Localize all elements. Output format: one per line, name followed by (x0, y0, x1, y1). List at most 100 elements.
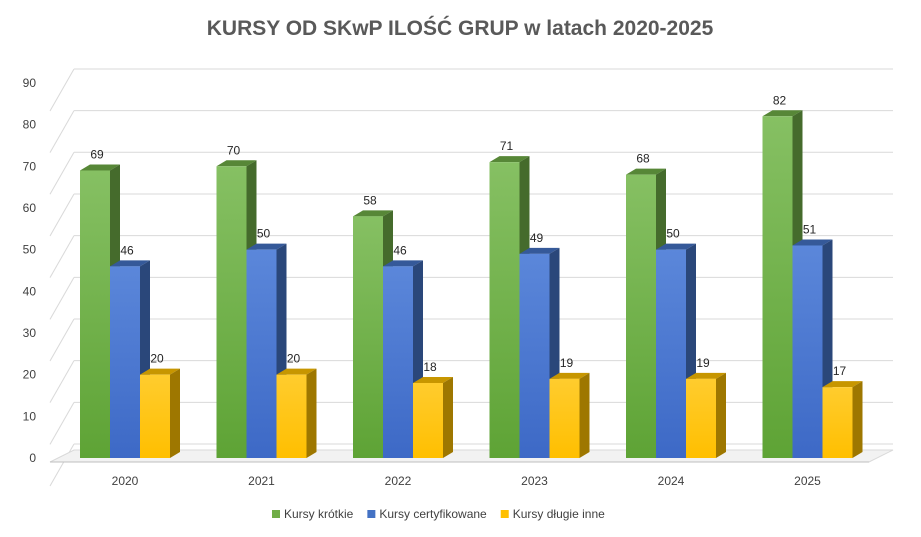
data-label: 69 (90, 147, 104, 161)
y-tick-label: 30 (23, 326, 37, 340)
y-tick-label: 0 (29, 451, 36, 465)
legend: Kursy krótkie Kursy certyfikowane Kursy dł… (272, 507, 605, 521)
legend-swatch (500, 510, 509, 518)
gridlines (49, 68, 893, 487)
legend-label: Kursy długie inne (513, 507, 605, 521)
bar-top (110, 260, 150, 267)
data-label: 71 (500, 139, 514, 153)
data-label: 19 (696, 356, 710, 370)
bar (549, 378, 580, 458)
bar-top (80, 164, 120, 171)
bar-top (686, 372, 726, 379)
bar (656, 249, 686, 458)
gridline-diagonal (49, 152, 75, 195)
bar (140, 374, 170, 458)
bar (353, 216, 383, 458)
data-label: 49 (530, 231, 544, 245)
bar-side (170, 368, 180, 458)
gridline-diagonal (49, 443, 75, 487)
bar (519, 253, 550, 458)
legend-label: Kursy krótkie (284, 507, 354, 521)
bar (792, 245, 823, 458)
y-tick-label: 40 (23, 284, 37, 298)
y-tick-label: 70 (23, 159, 37, 173)
bar-top (822, 381, 863, 388)
gridline-diagonal (49, 360, 75, 403)
bar-top (383, 260, 423, 267)
data-label: 50 (257, 227, 271, 241)
bar (489, 162, 520, 458)
data-label: 20 (150, 352, 164, 366)
x-tick-label: 2020 (112, 474, 139, 488)
bar (246, 249, 277, 458)
bar-top (519, 247, 560, 254)
bars (80, 110, 863, 459)
data-label: 68 (636, 152, 650, 166)
data-labels: 69 46 20 70 50 20 58 46 18 71 49 19 68 50 19 82 51 17 (90, 93, 846, 378)
bar (626, 174, 656, 459)
bar (216, 166, 247, 458)
y-axis-labels: 0 10 20 30 40 50 60 70 80 90 (23, 76, 37, 465)
bar-top (413, 376, 453, 383)
gridline-diagonal (49, 277, 75, 320)
bar-side (306, 368, 317, 458)
x-tick-label: 2022 (385, 474, 412, 488)
y-tick-label: 80 (23, 118, 37, 132)
data-label: 46 (393, 243, 407, 257)
data-label: 17 (833, 364, 847, 378)
legend-label: Kursy certyfikowane (379, 507, 487, 521)
gridline-diagonal (49, 235, 75, 278)
data-label: 70 (227, 143, 241, 157)
bar (762, 116, 793, 458)
x-tick-label: 2021 (248, 474, 275, 488)
data-label: 82 (773, 93, 787, 107)
bar (383, 266, 413, 458)
gridline-diagonal (49, 193, 75, 237)
gridline-diagonal (49, 402, 75, 445)
bar-side (716, 372, 726, 458)
bar-top (656, 243, 696, 250)
x-tick-label: 2024 (658, 474, 685, 488)
bar-side (852, 381, 863, 458)
bar (686, 378, 716, 458)
y-tick-label: 50 (23, 243, 37, 257)
data-label: 50 (666, 227, 680, 241)
y-tick-label: 20 (23, 368, 37, 382)
bar-top (762, 110, 803, 117)
x-tick-label: 2023 (521, 474, 548, 488)
bar-top (246, 243, 287, 250)
bar-top (276, 368, 317, 375)
data-label: 51 (803, 222, 817, 236)
bar-top (626, 168, 666, 175)
y-tick-label: 90 (23, 76, 37, 90)
x-tick-label: 2025 (794, 474, 821, 488)
data-label: 19 (560, 356, 574, 370)
bar-top (549, 372, 590, 379)
y-tick-label: 10 (23, 409, 37, 423)
bar (110, 266, 140, 458)
bar (276, 374, 307, 458)
bar-side (579, 372, 590, 458)
bar-top (489, 156, 530, 163)
bar-top (353, 210, 393, 217)
legend-swatch (367, 510, 376, 518)
gridline-diagonal (49, 318, 75, 362)
bar-top (216, 160, 257, 167)
bar (822, 387, 853, 458)
x-axis-labels: 2020 2021 2022 2023 2024 2025 (112, 474, 822, 488)
y-tick-label: 60 (23, 201, 37, 215)
chart-title: KURSY OD SKwP ILOŚĆ GRUP w latach 2020-2… (207, 16, 714, 40)
data-label: 20 (287, 352, 301, 366)
data-label: 58 (363, 193, 377, 207)
bar-top (792, 239, 833, 246)
bar (80, 170, 110, 459)
data-label: 18 (423, 360, 437, 374)
legend-swatch (272, 510, 280, 518)
gridline-diagonal (49, 110, 75, 153)
bar-side (443, 376, 453, 458)
gridline-diagonal (49, 68, 75, 112)
bar (413, 382, 443, 458)
bar-top (140, 368, 180, 375)
data-label: 46 (120, 243, 134, 257)
